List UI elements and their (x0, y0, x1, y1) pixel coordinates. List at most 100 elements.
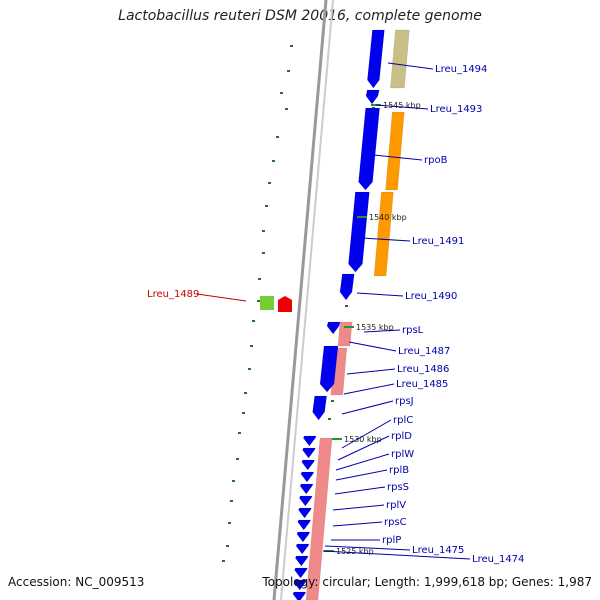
gc-dot (250, 345, 253, 347)
label-leader-line (373, 154, 423, 161)
label-leader-line (322, 550, 471, 560)
gene-fwd-rpob[interactable] (358, 107, 380, 191)
gene-label-rplb[interactable]: rplB (389, 465, 409, 476)
gc-dot (232, 480, 235, 482)
gene-fwd-1485[interactable] (312, 395, 327, 421)
gc-dot (287, 70, 290, 72)
scale-label: 1525 kbp (336, 547, 374, 556)
gene-fwd-ribosomal[interactable] (300, 471, 315, 483)
gc-dot (222, 560, 225, 562)
gc-dot (228, 522, 231, 524)
gene-fwd-1491[interactable] (348, 191, 370, 273)
gc-dot (244, 392, 247, 394)
gc-dot (248, 368, 251, 370)
label-leader-line (375, 104, 429, 110)
gene-fwd-ribosomal[interactable] (292, 591, 307, 600)
gene-label-rplw[interactable]: rplW (391, 449, 414, 460)
gene-fwd-rpsl[interactable] (326, 321, 341, 335)
label-leader-line (343, 383, 395, 395)
gc-dot (268, 182, 271, 184)
map-title: Lactobacillus reuteri DSM 20016, complet… (118, 8, 482, 24)
gc-dot (262, 230, 265, 232)
gene-lreu-1489-red[interactable] (278, 296, 292, 312)
gene-fwd-1494[interactable] (367, 29, 385, 89)
label-leader-line (337, 435, 390, 461)
label-leader-line (341, 400, 394, 415)
gene-label-rplc[interactable]: rplC (393, 415, 413, 426)
scale-label: 1540 kbp (369, 213, 407, 222)
gene-fwd-ribosomal[interactable] (302, 447, 316, 459)
gene-ribosomal-cluster[interactable] (305, 437, 333, 600)
gene-rpob[interactable] (385, 111, 405, 191)
backbone-outer-line (272, 0, 328, 600)
gene-label-rpld[interactable]: rplD (391, 431, 412, 442)
gene-label-lreu-1491[interactable]: Lreu_1491 (412, 236, 464, 247)
gene-fwd-ribosomal[interactable] (297, 519, 311, 531)
label-leader-line (341, 419, 392, 449)
backbone-inner-line (280, 0, 334, 600)
gene-fwd-ribosomal[interactable] (298, 507, 312, 519)
gene-label-lreu-1474[interactable]: Lreu_1474 (472, 554, 524, 565)
gene-fwd-ribosomal[interactable] (303, 435, 317, 447)
gene-fwd-ribosomal[interactable] (301, 459, 315, 471)
gene-labels[interactable]: Lreu_1494 Lreu_1493 rpoB Lreu_1491 Lreu_1490… (147, 62, 524, 565)
gc-dot (285, 108, 288, 110)
label-leader-line (196, 293, 247, 302)
gc-dot (238, 432, 241, 434)
label-leader-line (332, 521, 383, 527)
scale-label: 1530 kbp (344, 435, 382, 444)
gc-dot (290, 45, 293, 47)
gene-fwd-ribosomal[interactable] (295, 543, 310, 555)
gene-label-lreu-1490[interactable]: Lreu_1490 (405, 291, 457, 302)
gc-dot (280, 92, 283, 94)
gene-label-rpsj[interactable]: rpsJ (395, 396, 414, 407)
gene-fwd-ribosomal[interactable] (299, 483, 314, 495)
gene-fwd-1490[interactable] (339, 273, 355, 301)
scale-label: 1545 kbp (383, 101, 421, 110)
gene-label-rpsl[interactable]: rpsL (402, 325, 424, 336)
gene-fwd-ribosomal[interactable] (299, 495, 313, 507)
gc-dot (345, 305, 348, 307)
gene-label-lreu-1493[interactable]: Lreu_1493 (430, 104, 482, 115)
gene-label-rplp[interactable]: rplP (382, 535, 401, 546)
label-leader-line (324, 545, 411, 551)
gene-label-rpsc[interactable]: rpsC (384, 517, 407, 528)
label-leader-line (363, 329, 401, 333)
label-leader-line (334, 486, 386, 495)
gene-lreu-1494[interactable] (390, 29, 410, 89)
gene-label-lreu-1485[interactable]: Lreu_1485 (396, 379, 448, 390)
label-leader-line (348, 341, 397, 352)
gene-label-rpss[interactable]: rpsS (387, 482, 409, 493)
gene-label-lreu-1486[interactable]: Lreu_1486 (397, 364, 449, 375)
gene-lreu-1489-green[interactable] (260, 296, 274, 310)
gc-dot (252, 320, 255, 322)
gene-fwd-ribosomal[interactable] (295, 555, 309, 567)
label-leader-line (387, 62, 434, 70)
label-leader-line (332, 504, 385, 511)
gene-track[interactable] (260, 29, 410, 600)
gene-fwd-1486[interactable] (319, 345, 339, 393)
gc-dot (236, 458, 239, 460)
accession-text: Accession: NC_009513 (8, 575, 145, 589)
gene-label-rpob[interactable]: rpoB (424, 155, 448, 166)
gc-dot (226, 545, 229, 547)
gene-label-rplv[interactable]: rplV (386, 500, 406, 511)
gene-fwd-ribosomal[interactable] (293, 579, 307, 591)
gc-dot (276, 136, 279, 138)
gene-label-lreu-1487[interactable]: Lreu_1487 (398, 346, 450, 357)
label-leader-line (335, 453, 390, 471)
gc-dot (272, 160, 275, 162)
gene-label-lreu-1494[interactable]: Lreu_1494 (435, 64, 487, 75)
scale-label: 1535 kbp (356, 323, 394, 332)
label-leader-line (335, 469, 388, 481)
gene-fwd-ribosomal[interactable] (294, 567, 308, 579)
gene-fwd-1493[interactable] (365, 89, 380, 105)
gene-label-lreu-1475[interactable]: Lreu_1475 (412, 545, 464, 556)
label-leader-line (356, 292, 404, 297)
gene-label-lreu-1489[interactable]: Lreu_1489 (147, 289, 199, 300)
gene-fwd-ribosomal[interactable] (296, 531, 311, 543)
label-leader-line (346, 368, 396, 375)
gene-lreu-1491[interactable] (373, 191, 394, 277)
gc-dot (265, 205, 268, 207)
